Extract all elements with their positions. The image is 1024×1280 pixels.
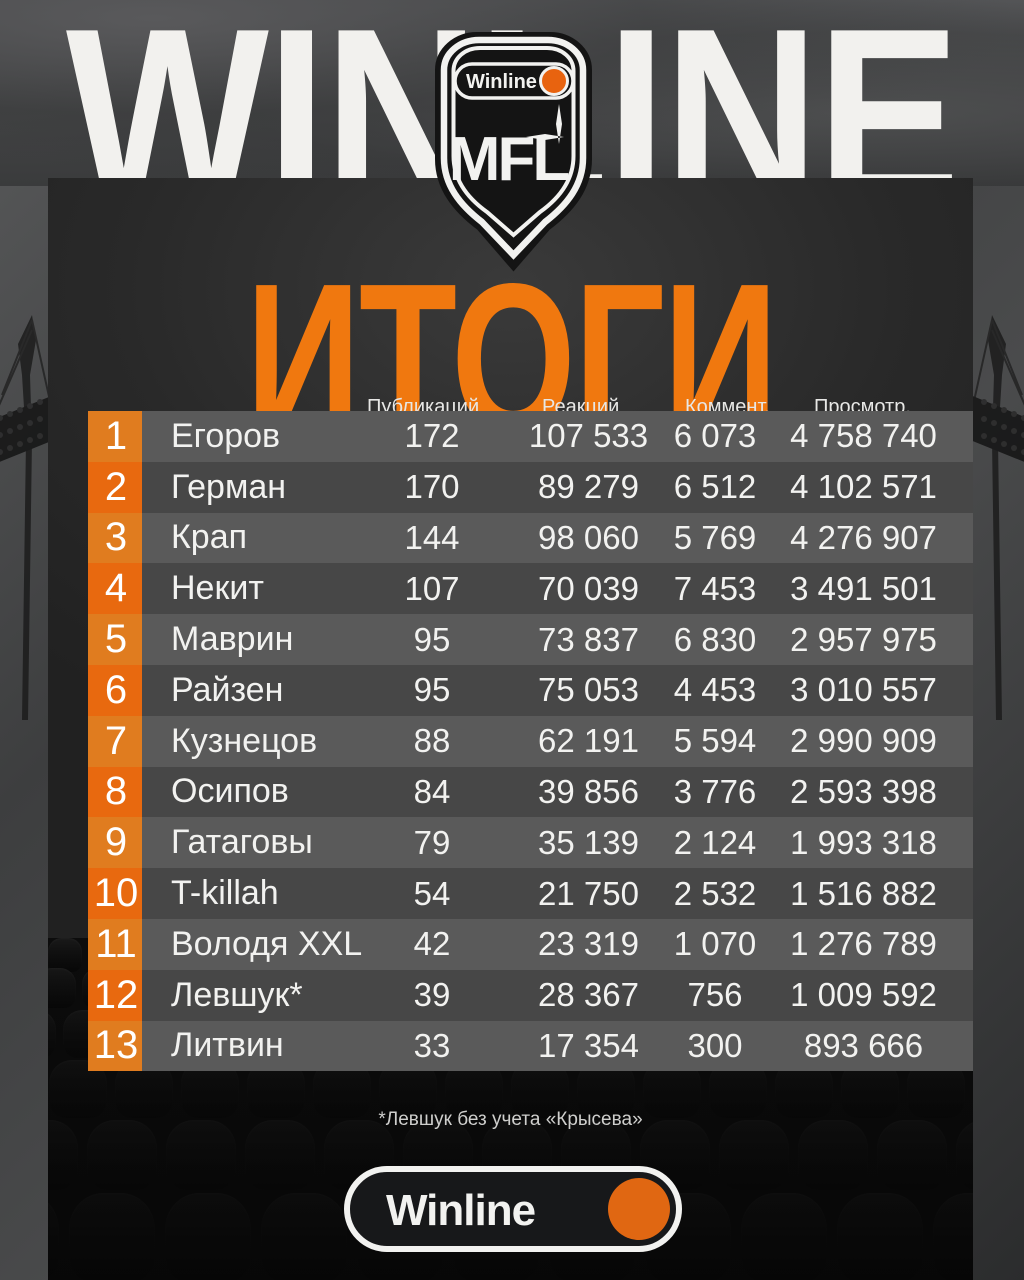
svg-text:Winline: Winline (466, 71, 537, 93)
